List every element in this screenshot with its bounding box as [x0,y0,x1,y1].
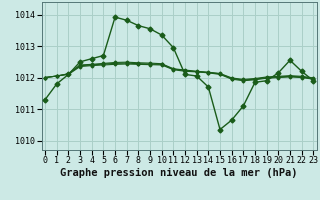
X-axis label: Graphe pression niveau de la mer (hPa): Graphe pression niveau de la mer (hPa) [60,168,298,178]
